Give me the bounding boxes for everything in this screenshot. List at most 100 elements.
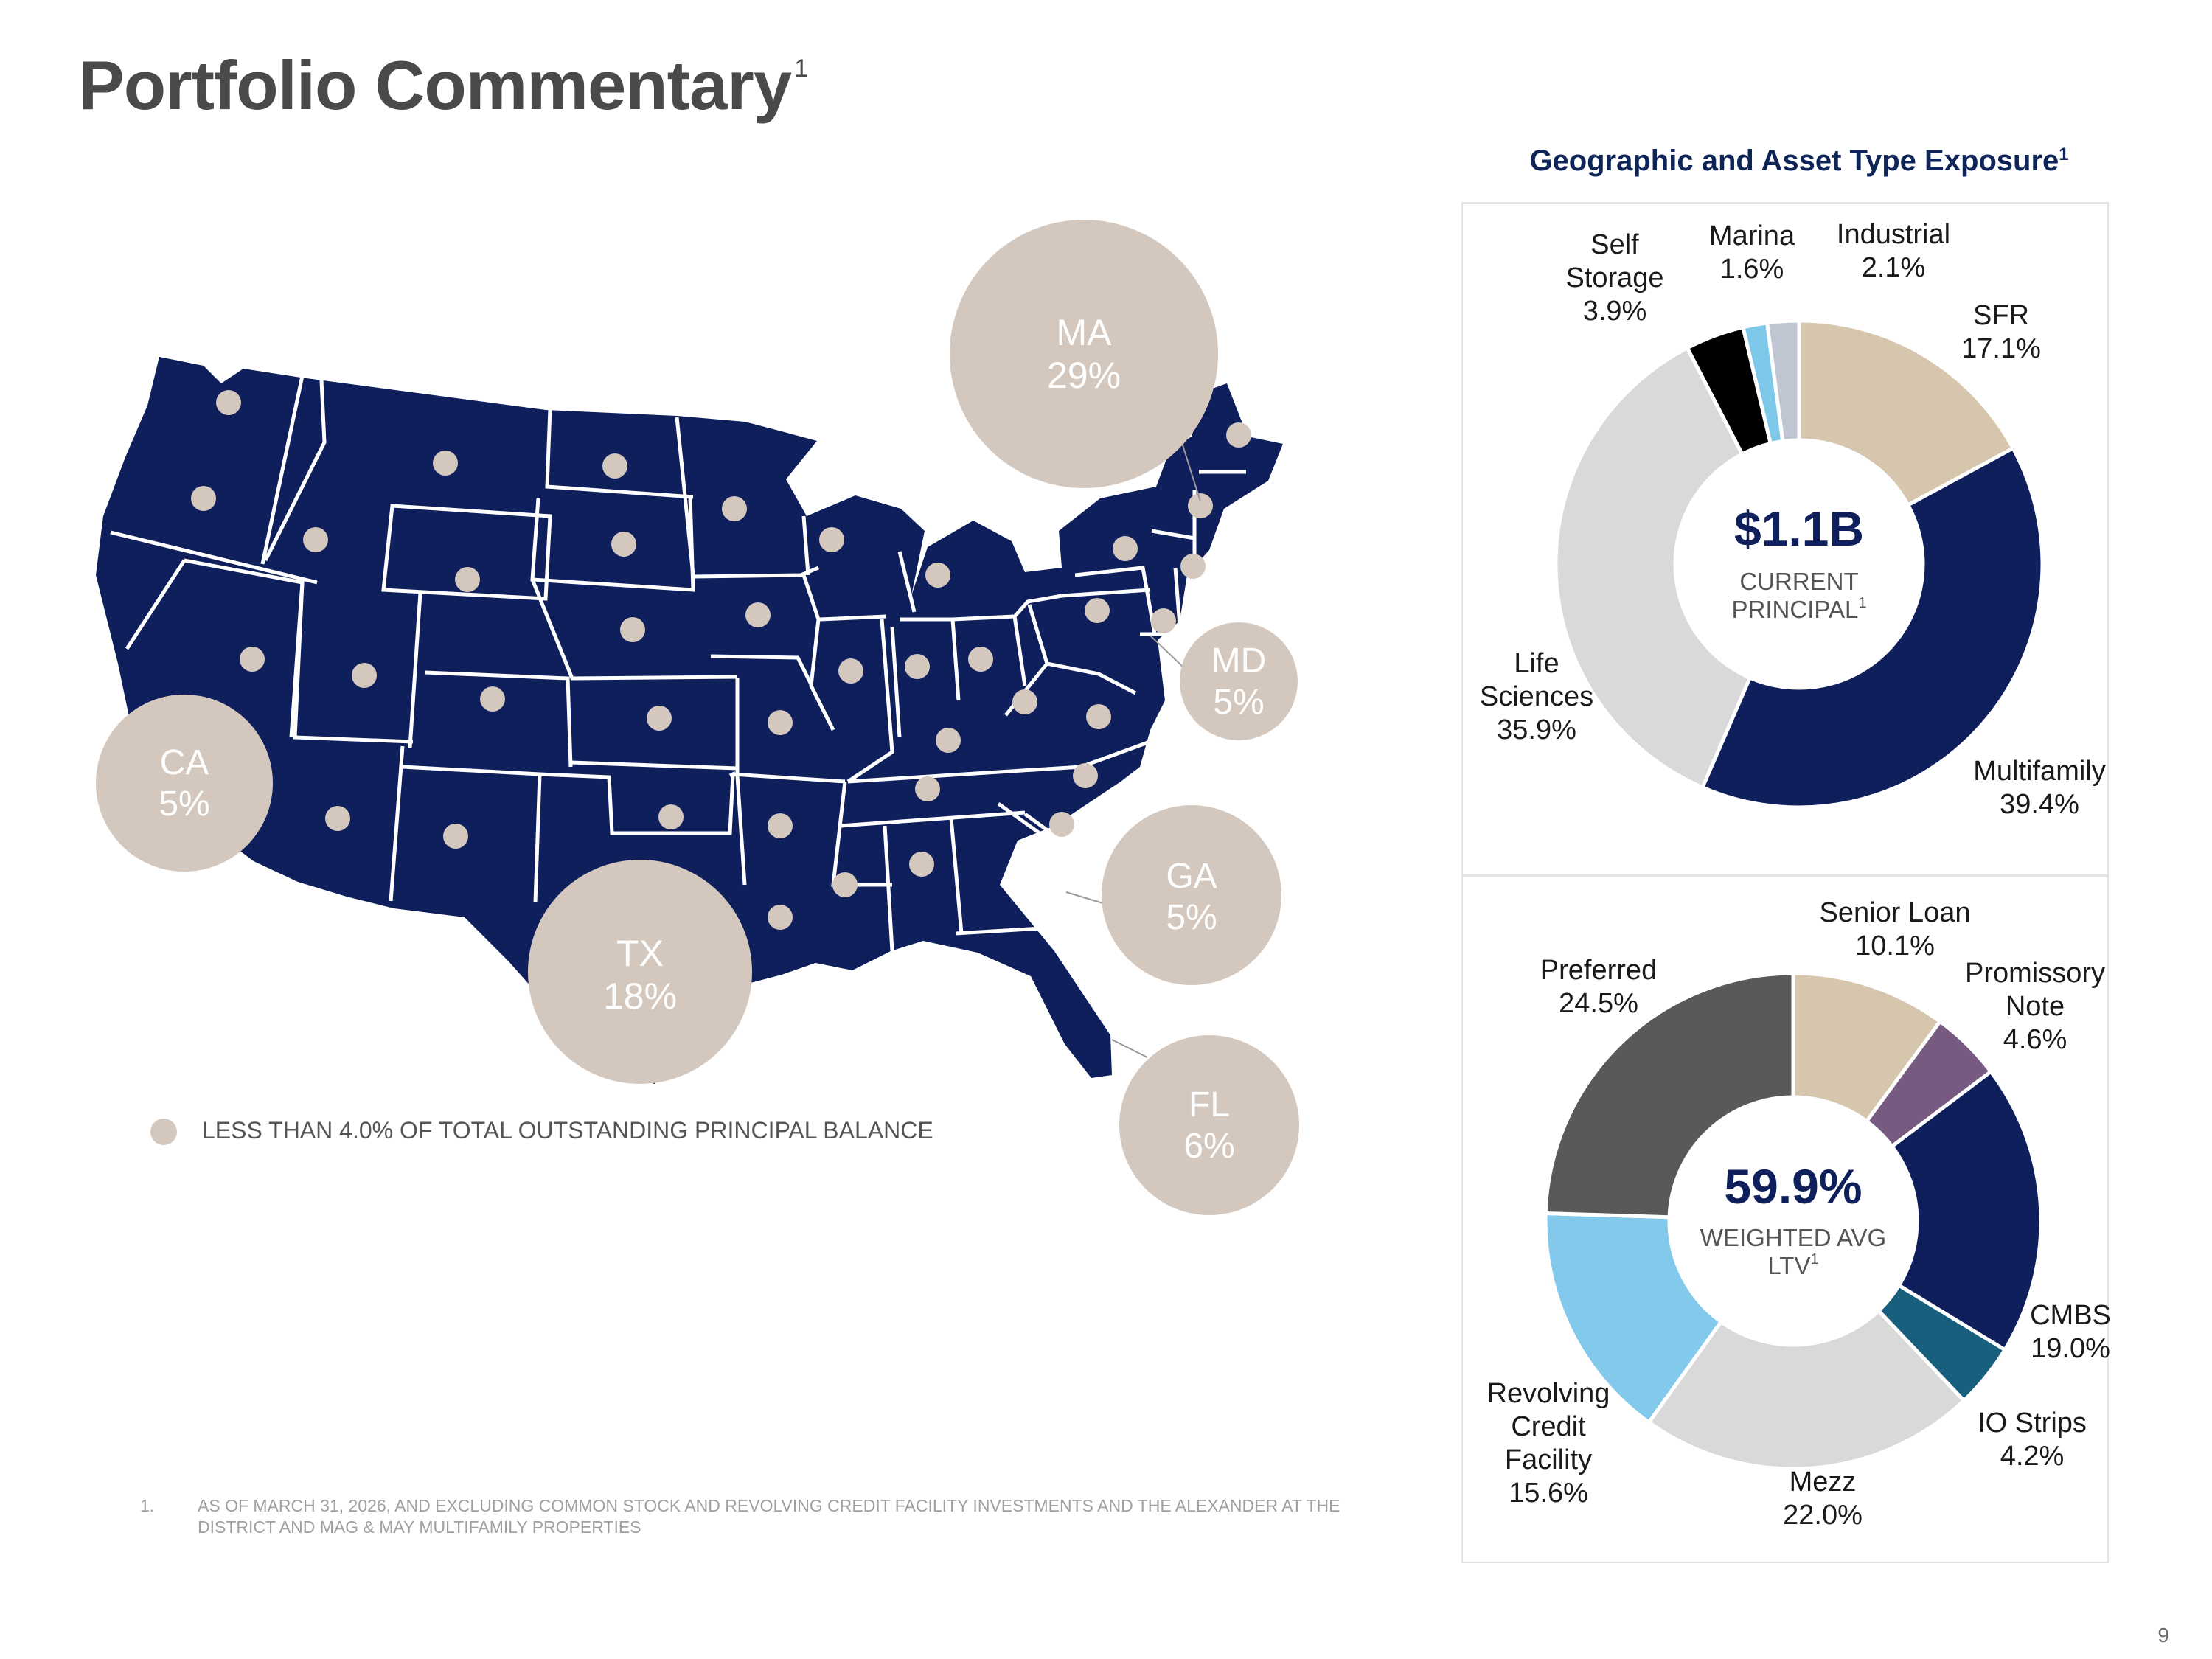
exposure-panel-title: Geographic and Asset Type Exposure1 [1489,145,2109,178]
small-state-markers [191,390,1251,930]
bubble-fl: FL 6% [1119,1035,1299,1215]
position-type-slice-cmbs [1889,1068,2043,1353]
small-state-marker [325,806,350,831]
bubble-ma-state: MA [1057,312,1113,353]
exposure-panel-title-footnote-mark: 1 [2059,145,2069,164]
small-state-marker [819,527,844,552]
position-type-label-mezz: Mezz 22.0% [1783,1467,1863,1531]
small-state-marker [1012,689,1037,714]
bubble-ca-pct: 5% [159,785,209,824]
asset-type-label-life-sciences: Life Sciences 35.9% [1480,648,1593,745]
small-state-marker [832,872,858,897]
page-number: 9 [2157,1624,2169,1646]
bubble-tx-pct: 18% [603,975,677,1017]
bubble-ma: MA 29% [950,220,1218,488]
small-state-marker [936,728,961,753]
us-map-land [96,357,1283,1084]
small-state-marker [1085,598,1110,623]
position-type-slice-revolving-credit-facility [1543,1211,1724,1425]
exposure-panel-title-text: Geographic and Asset Type Exposure [1529,145,2059,177]
asset-type-slice-sfr [1797,319,2016,508]
bubble-tx-state: TX [616,933,664,974]
asset-type-slice-industrial [1764,319,1801,444]
page-title-footnote-mark: 1 [794,55,808,83]
small-state-marker [352,663,377,688]
page-title-text: Portfolio Commentary [78,46,792,124]
map-legend-text: LESS THAN 4.0% OF TOTAL OUTSTANDING PRIN… [202,1117,933,1144]
small-state-marker [1188,493,1213,518]
position-type-donut: Senior Loan 10.1%Promissory Note 4.6% CMBS 19… [1487,897,2111,1531]
bubble-ga: GA 5% [1102,805,1281,985]
bubble-ca: CA 5% [96,695,273,872]
position-type-label-revolving-credit-facility: Revolving Credit Facility 15.6% [1487,1378,1610,1509]
bubble-md: MD 5% [1180,622,1298,740]
small-state-marker [968,647,993,672]
small-state-marker [1073,763,1098,788]
position-type-center-label: WEIGHTED AVG LTV1 [1700,1224,1886,1279]
small-state-marker [620,617,645,642]
small-state-marker [925,563,950,588]
asset-type-slice-multifamily [1700,445,2045,810]
map-legend-dot [150,1119,177,1145]
bubble-ga-state: GA [1166,857,1217,896]
small-state-marker [915,776,940,801]
small-state-marker [838,658,863,684]
asset-type-donut: SFR 17.1% Multifamily 39.4% Life Sciences 35.9… [1480,219,2106,820]
small-state-marker [909,852,934,877]
bubble-ca-state: CA [160,743,209,782]
bubble-md-pct: 5% [1213,683,1264,722]
position-type-label-preferred: Preferred 24.5% [1540,955,1657,1019]
small-state-marker [443,824,468,849]
footnote-text: AS OF MARCH 31, 2026, AND EXCLUDING COMM… [198,1496,1340,1537]
position-type-label-cmbs: CMBS 19.0% [2030,1300,2111,1364]
small-state-marker [611,532,636,557]
position-type-slice-mezz [1646,1308,1967,1471]
asset-type-label-sfr: SFR 17.1% [1961,300,2041,364]
position-type-label-senior-loan: Senior Loan 10.1% [1820,897,1971,961]
bubble-md-state: MD [1211,641,1267,681]
state-bubbles: MA 29% MD 5% CA 5% TX 18% GA 5% FL 6% [96,220,1299,1215]
small-state-marker [216,390,241,415]
asset-type-label-multifamily: Multifamily 39.4% [1973,756,2105,820]
small-state-marker [240,647,265,672]
asset-type-slice-life-sciences [1554,345,1753,790]
bubble-tx: TX 18% [528,860,752,1084]
small-state-marker [1049,812,1074,837]
small-state-marker [455,567,480,592]
small-state-marker [480,686,505,712]
small-state-marker [768,905,793,930]
asset-type-label-marina: Marina 1.6% [1709,220,1795,285]
footnote-number: 1. [140,1496,155,1515]
us-map-outline [96,357,1283,1084]
position-type-label-promissory-note: Promissory Note 4.6% [1965,958,2105,1055]
small-state-marker [433,451,458,476]
small-state-marker [1086,704,1111,729]
small-state-marker [191,486,216,511]
position-type-label-io-strips: IO Strips 4.2% [1978,1408,2087,1472]
small-state-marker [658,804,684,830]
bubble-fl-pct: 6% [1183,1127,1234,1166]
bubble-ga-pct: 5% [1166,898,1217,937]
small-state-marker [303,527,328,552]
small-state-marker [647,706,672,731]
asset-type-center-value: $1.1B [1734,501,1864,556]
footnote: 1. AS OF MARCH 31, 2026, AND EXCLUDING C… [140,1495,1394,1547]
bubble-fl-state: FL [1189,1085,1230,1124]
small-state-marker [1180,554,1206,579]
small-state-marker [768,813,793,838]
bubble-ma-pct: 29% [1047,355,1121,396]
page-title: Portfolio Commentary 1 [78,46,808,125]
small-state-marker [1113,536,1138,561]
asset-type-label-industrial: Industrial 2.1% [1837,219,1950,283]
us-map-state-borders [110,375,1246,952]
small-state-marker [1151,608,1176,633]
position-type-slice-preferred [1543,971,1795,1220]
small-state-marker [1226,422,1251,448]
small-state-marker [722,496,747,521]
small-state-marker [602,453,627,479]
small-state-marker [745,602,771,627]
asset-type-label-self-storage: Self Storage 3.9% [1565,229,1663,327]
position-type-center-value: 59.9% [1724,1159,1862,1214]
